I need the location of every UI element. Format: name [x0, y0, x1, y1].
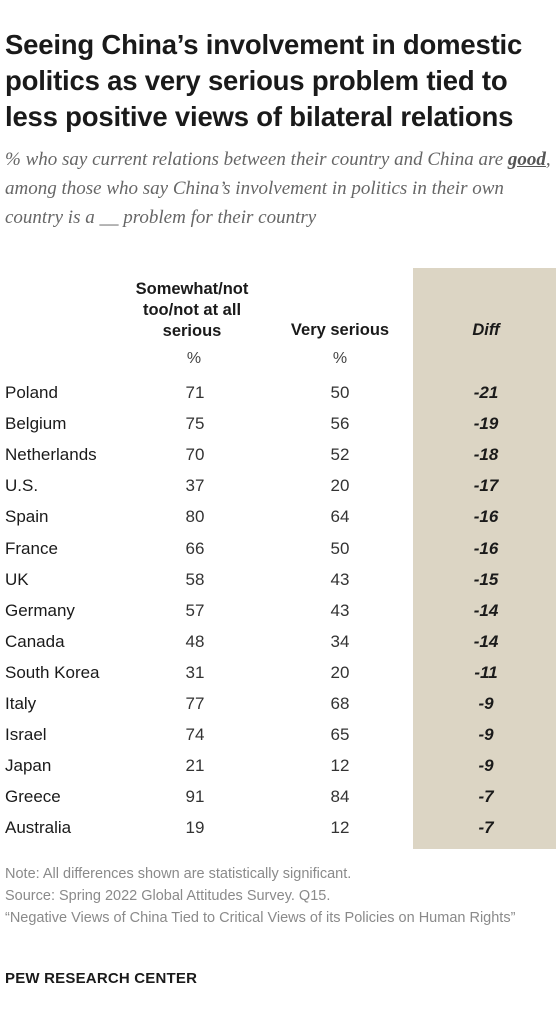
unit-label-col1: % [186, 350, 202, 367]
country-label: Japan [5, 756, 52, 776]
chart-subtitle: % who say current relations between thei… [5, 145, 555, 232]
country-label: Australia [5, 818, 72, 838]
value-diff: -18 [473, 445, 499, 465]
value-diff: -9 [478, 725, 494, 745]
table-row: France 66 50 -16 [0, 533, 560, 564]
value-somewhat: 71 [185, 383, 205, 402]
value-very-serious: 43 [330, 600, 350, 620]
value-diff: -11 [474, 662, 498, 682]
table-row: UK 58 43 -15 [0, 564, 560, 595]
value-diff: -9 [478, 694, 494, 713]
value-somewhat: 48 [185, 631, 205, 651]
value-somewhat: 91 [185, 787, 205, 807]
diff-column-background [413, 268, 556, 849]
country-label: Israel [5, 725, 47, 745]
country-label: Greece [5, 787, 61, 807]
table-row: Canada 48 34 -14 [0, 626, 560, 657]
value-very-serious: 20 [330, 476, 350, 496]
value-very-serious: 52 [330, 445, 350, 465]
value-diff: -19 [473, 414, 499, 434]
subtitle-emphasis: good [507, 149, 546, 170]
country-label: France [5, 538, 58, 558]
country-label: Italy [5, 694, 37, 713]
value-somewhat: 31 [185, 662, 205, 682]
value-very-serious: 20 [330, 662, 350, 682]
subtitle-text-after: , among those who say China’s involvemen… [5, 149, 551, 228]
chart-title: Seeing China’s involvement in domestic p… [5, 29, 523, 132]
country-label: UK [5, 569, 29, 589]
table-row: Belgium 75 56 -19 [0, 408, 560, 439]
table-row: Spain 80 64 -16 [0, 501, 560, 532]
value-very-serious: 84 [330, 787, 350, 807]
table-row: South Korea 31 20 -11 [0, 657, 560, 688]
org-logo-text: PEW RESEARCH CENTER [5, 970, 198, 987]
value-somewhat: 57 [185, 600, 205, 620]
value-somewhat: 66 [185, 538, 205, 558]
table-row: Australia 19 12 -7 [0, 812, 560, 843]
country-label: Belgium [5, 414, 67, 434]
table-row: Germany 57 43 -14 [0, 595, 560, 626]
value-somewhat: 37 [185, 476, 205, 496]
value-diff: -7 [478, 787, 494, 807]
table-row: Poland 71 50 -21 [0, 377, 560, 408]
table-row: Japan 21 12 -9 [0, 750, 560, 781]
source-text: Source: Spring 2022 Global Attitudes Sur… [5, 888, 331, 904]
country-label: U.S. [5, 476, 39, 496]
table-row: Netherlands 70 52 -18 [0, 439, 560, 470]
value-very-serious: 50 [330, 383, 350, 402]
country-label: Netherlands [5, 445, 97, 465]
value-somewhat: 19 [185, 818, 205, 838]
column-header-very-serious: Very serious [290, 321, 390, 339]
value-diff: -21 [473, 383, 499, 402]
unit-label-col2: % [332, 350, 348, 367]
value-diff: -9 [478, 756, 494, 776]
country-label: Poland [5, 383, 58, 402]
value-diff: -14 [473, 631, 499, 651]
value-diff: -14 [473, 600, 499, 620]
notes: Note: All differences shown are statisti… [5, 863, 555, 929]
value-diff: -16 [473, 538, 499, 558]
value-diff: -16 [473, 507, 499, 527]
column-header-diff: Diff [472, 321, 500, 339]
value-very-serious: 12 [330, 818, 350, 838]
report-title: “Negative Views of China Tied to Critica… [5, 910, 516, 926]
value-very-serious: 50 [330, 538, 350, 558]
country-label: Canada [5, 631, 65, 651]
table-row: Israel 74 65 -9 [0, 719, 560, 750]
value-somewhat: 80 [185, 507, 205, 527]
value-very-serious: 56 [330, 414, 350, 434]
country-label: South Korea [5, 662, 100, 682]
value-very-serious: 12 [330, 756, 350, 776]
country-label: Spain [5, 507, 49, 527]
table-row: U.S. 37 20 -17 [0, 470, 560, 501]
value-diff: -7 [478, 818, 494, 838]
value-somewhat: 70 [185, 445, 205, 465]
value-very-serious: 43 [330, 569, 350, 589]
value-somewhat: 58 [185, 569, 205, 589]
value-somewhat: 21 [185, 756, 205, 776]
note-text: Note: All differences shown are statisti… [5, 866, 352, 882]
column-header-somewhat: Somewhat/not too/not at all serious [135, 280, 249, 340]
value-diff: -15 [473, 569, 499, 589]
value-somewhat: 75 [185, 414, 205, 434]
value-very-serious: 68 [330, 694, 350, 713]
value-very-serious: 34 [330, 631, 350, 651]
table-row: Greece 91 84 -7 [0, 781, 560, 812]
value-somewhat: 74 [185, 725, 205, 745]
value-diff: -17 [473, 476, 499, 496]
value-very-serious: 65 [330, 725, 350, 745]
country-label: Germany [5, 600, 75, 620]
table-row: Italy 77 68 -9 [0, 688, 560, 719]
subtitle-text-before: % who say current relations between thei… [5, 149, 508, 170]
value-very-serious: 64 [330, 507, 350, 527]
value-somewhat: 77 [185, 694, 205, 713]
